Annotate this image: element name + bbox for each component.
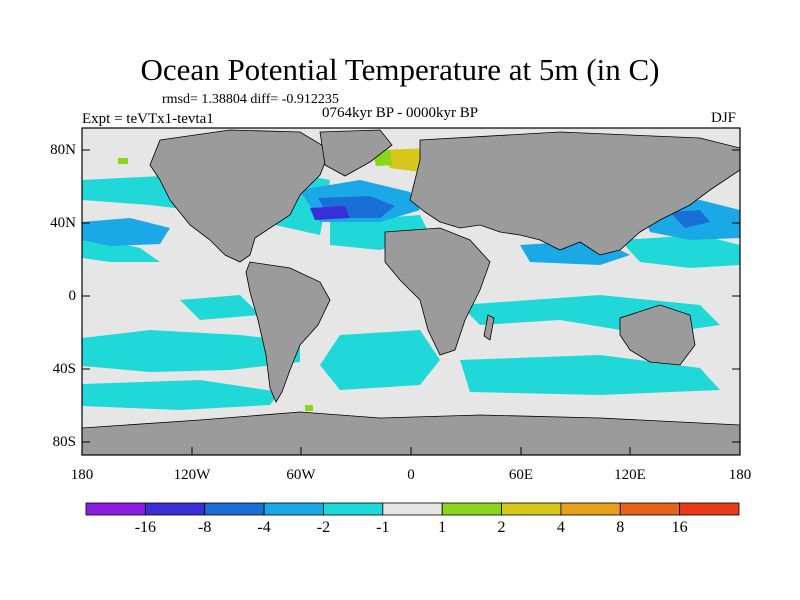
experiment-label: Expt = teVTx1-tevta1 <box>82 111 214 127</box>
colorbar-swatch <box>441 502 502 516</box>
axis-ticks <box>81 149 741 455</box>
colorbar-label: 2 <box>497 519 506 536</box>
colorbar <box>85 502 740 516</box>
colorbar-swatch <box>501 502 562 516</box>
colorbar-label: 8 <box>616 519 625 536</box>
colorbar-swatch <box>382 502 443 516</box>
colorbar-label: -2 <box>316 519 331 536</box>
colorbar-swatch <box>263 502 324 516</box>
anomaly-extreme-patch <box>310 206 350 220</box>
colorbar-label: -16 <box>134 519 157 536</box>
lon-label: 120E <box>614 467 646 483</box>
colorbar-swatch <box>560 502 621 516</box>
lon-label: 0 <box>407 467 415 483</box>
lat-label: 80S <box>52 434 76 450</box>
lon-label: 60W <box>286 467 316 483</box>
lon-label: 180 <box>70 467 94 483</box>
lon-label: 120W <box>173 467 211 483</box>
lat-label: 40S <box>52 361 76 377</box>
period-label: 0764kyr BP - 0000kyr BP <box>322 105 479 121</box>
stats-text: rmsd= 1.38804 diff= -0.912235 <box>162 92 339 107</box>
lon-label: 60E <box>508 467 534 483</box>
lat-label: 0 <box>68 288 77 304</box>
colorbar-swatch <box>85 502 146 516</box>
colorbar-label: -1 <box>376 519 390 536</box>
colorbar-label: 16 <box>671 519 688 536</box>
colorbar-swatch <box>144 502 206 516</box>
colorbar-swatch <box>204 502 265 516</box>
colorbar-swatch <box>679 502 740 516</box>
colorbar-label: 4 <box>556 519 565 536</box>
colorbar-label: -4 <box>257 519 271 536</box>
colorbar-label: 1 <box>438 519 447 536</box>
colorbar-swatch <box>323 502 384 516</box>
colorbar-swatch <box>619 502 681 516</box>
lon-label: 180 <box>728 467 752 483</box>
lat-label: 80N <box>50 142 76 158</box>
plot-title: Ocean Potential Temperature at 5m (in C) <box>140 52 660 87</box>
season-label: DJF <box>711 110 737 126</box>
lat-label: 40N <box>50 215 76 231</box>
colorbar-label: -8 <box>198 519 212 536</box>
